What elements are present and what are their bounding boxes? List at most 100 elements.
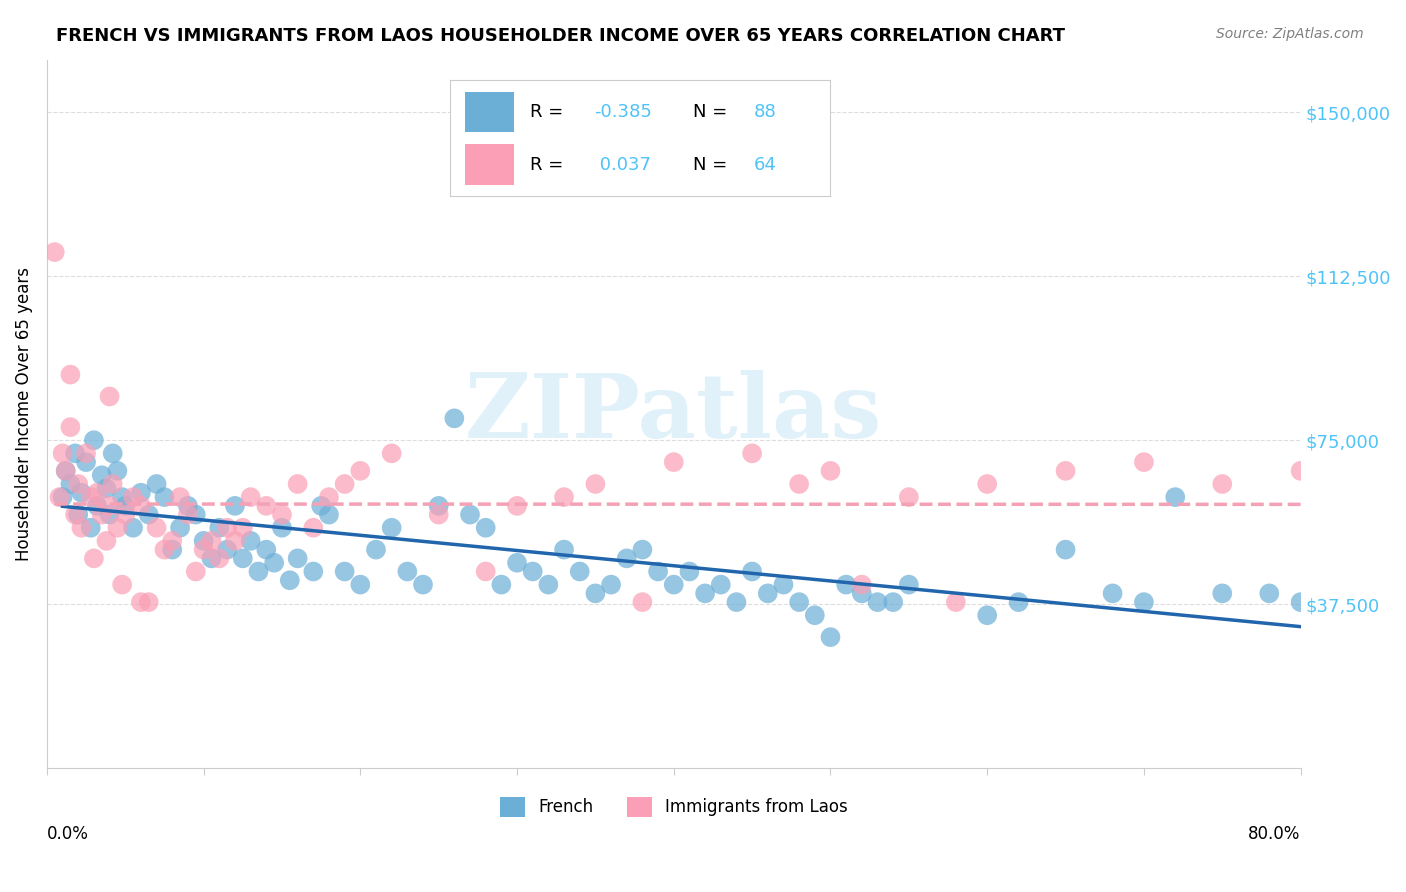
Text: N =: N =: [693, 103, 733, 120]
Point: [1101, 586, 1123, 600]
Point: [75, 455, 97, 469]
Text: 0.0%: 0.0%: [46, 825, 89, 843]
Point: [897, 490, 920, 504]
Point: [583, 586, 606, 600]
Point: [309, 499, 332, 513]
Point: [772, 577, 794, 591]
Point: [138, 508, 160, 522]
Point: [491, 577, 513, 591]
Point: [114, 508, 136, 522]
Point: [474, 565, 496, 579]
Point: [80, 490, 103, 504]
Point: [616, 551, 638, 566]
Point: [44, 245, 66, 260]
Point: [1007, 595, 1029, 609]
Point: [111, 577, 134, 591]
Point: [177, 508, 200, 522]
Point: [631, 595, 654, 609]
Point: [75, 446, 97, 460]
Point: [96, 481, 118, 495]
Point: [86, 499, 108, 513]
Point: [647, 565, 669, 579]
Text: FRENCH VS IMMIGRANTS FROM LAOS HOUSEHOLDER INCOME OVER 65 YEARS CORRELATION CHAR: FRENCH VS IMMIGRANTS FROM LAOS HOUSEHOLD…: [56, 27, 1066, 45]
FancyBboxPatch shape: [465, 144, 515, 185]
Point: [662, 577, 685, 591]
Text: 0.037: 0.037: [595, 156, 651, 174]
Point: [83, 551, 105, 566]
Point: [976, 477, 998, 491]
Point: [349, 577, 371, 591]
Point: [193, 533, 215, 548]
Point: [583, 477, 606, 491]
Point: [1133, 455, 1156, 469]
Point: [51, 446, 73, 460]
Point: [162, 542, 184, 557]
Point: [287, 477, 309, 491]
Point: [247, 565, 270, 579]
Point: [101, 446, 124, 460]
Point: [364, 542, 387, 557]
Point: [122, 521, 145, 535]
Point: [741, 446, 763, 460]
Point: [98, 389, 121, 403]
Point: [51, 490, 73, 504]
Legend: French, Immigrants from Laos: French, Immigrants from Laos: [494, 790, 855, 824]
Text: 88: 88: [754, 103, 776, 120]
Point: [169, 521, 191, 535]
Point: [318, 490, 340, 504]
Point: [287, 551, 309, 566]
Point: [101, 477, 124, 491]
Point: [86, 485, 108, 500]
Point: [177, 499, 200, 513]
Point: [80, 521, 103, 535]
Point: [138, 595, 160, 609]
Point: [1258, 586, 1281, 600]
Y-axis label: Householder Income Over 65 years: Householder Income Over 65 years: [15, 267, 32, 561]
Point: [1133, 595, 1156, 609]
Point: [59, 368, 82, 382]
Point: [349, 464, 371, 478]
Point: [254, 542, 277, 557]
Point: [851, 586, 873, 600]
Point: [787, 477, 810, 491]
Point: [153, 490, 176, 504]
Point: [153, 542, 176, 557]
Point: [882, 595, 904, 609]
Point: [787, 595, 810, 609]
Point: [59, 477, 82, 491]
Point: [1289, 595, 1312, 609]
Text: ZIPatlas: ZIPatlas: [465, 370, 883, 458]
Point: [427, 499, 450, 513]
Point: [804, 608, 827, 623]
Point: [866, 595, 889, 609]
Point: [232, 521, 254, 535]
Point: [70, 521, 93, 535]
Point: [90, 468, 112, 483]
Point: [976, 608, 998, 623]
Point: [302, 521, 325, 535]
Point: [553, 490, 575, 504]
Point: [568, 565, 591, 579]
Text: 64: 64: [754, 156, 776, 174]
Point: [90, 508, 112, 522]
Point: [381, 446, 404, 460]
Point: [1164, 490, 1187, 504]
Point: [114, 499, 136, 513]
Text: N =: N =: [693, 156, 733, 174]
Point: [458, 508, 481, 522]
Text: -0.385: -0.385: [595, 103, 652, 120]
Text: R =: R =: [530, 103, 568, 120]
Point: [67, 477, 90, 491]
Point: [1211, 586, 1233, 600]
Point: [897, 577, 920, 591]
Point: [693, 586, 716, 600]
Text: R =: R =: [530, 156, 568, 174]
Point: [224, 533, 246, 548]
Point: [710, 577, 733, 591]
Point: [193, 542, 215, 557]
Point: [107, 464, 129, 478]
Point: [278, 573, 301, 587]
Point: [333, 565, 356, 579]
Point: [537, 577, 560, 591]
Text: 80.0%: 80.0%: [1249, 825, 1301, 843]
